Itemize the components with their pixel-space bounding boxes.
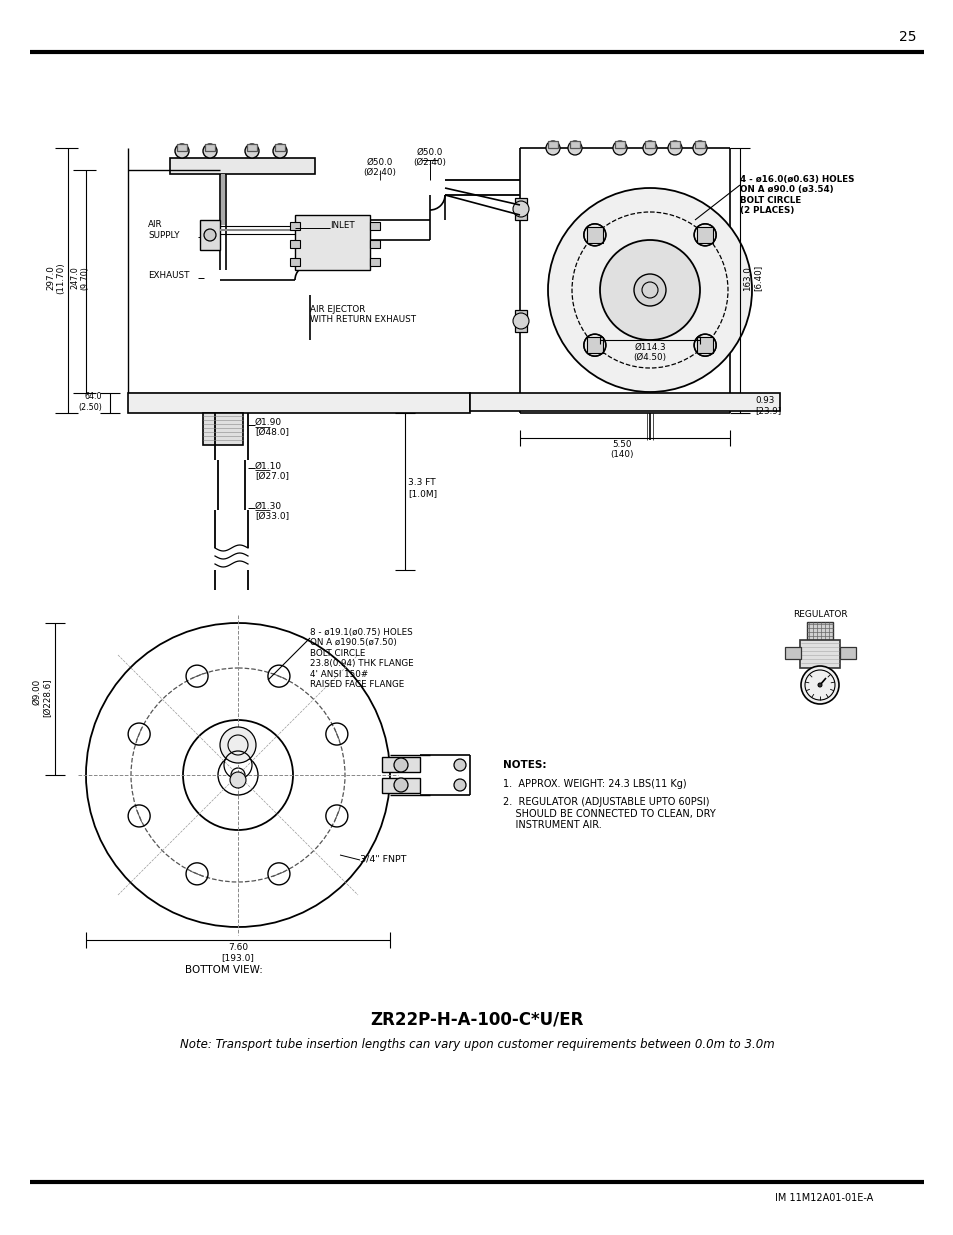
- Text: 1.  APPROX. WEIGHT: 24.3 LBS(11 Kg): 1. APPROX. WEIGHT: 24.3 LBS(11 Kg): [502, 779, 686, 789]
- Circle shape: [245, 144, 258, 158]
- Bar: [586, 337, 602, 353]
- Circle shape: [583, 335, 605, 356]
- Bar: [695, 141, 704, 148]
- Bar: [697, 227, 713, 243]
- Bar: [290, 258, 299, 266]
- Text: Note: Transport tube insertion lengths can vary upon customer requirements betwe: Note: Transport tube insertion lengths c…: [179, 1037, 774, 1051]
- Bar: [381, 757, 419, 772]
- Text: Ø1.90
[Ø48.0]: Ø1.90 [Ø48.0]: [254, 417, 289, 437]
- Text: 5.50
(140): 5.50 (140): [610, 440, 633, 459]
- Circle shape: [667, 141, 681, 156]
- Text: Ø9.00
[Ø228.6]: Ø9.00 [Ø228.6]: [32, 679, 52, 718]
- Text: Ø50.0
(Ø2.40): Ø50.0 (Ø2.40): [413, 148, 446, 168]
- Circle shape: [801, 666, 838, 704]
- Bar: [586, 227, 602, 243]
- Bar: [547, 141, 558, 148]
- Circle shape: [394, 778, 408, 792]
- Text: 2.  REGULATOR (ADJUSTABLE UPTO 60PSI)
    SHOULD BE CONNECTED TO CLEAN, DRY
    : 2. REGULATOR (ADJUSTABLE UPTO 60PSI) SHO…: [502, 797, 715, 830]
- Circle shape: [694, 335, 716, 356]
- Bar: [370, 222, 379, 230]
- Text: 3/4" FNPT: 3/4" FNPT: [359, 855, 406, 864]
- Circle shape: [273, 144, 287, 158]
- Bar: [669, 141, 679, 148]
- Text: 8 - ø19.1(ø0.75) HOLES
ON A ø190.5(ø7.50)
BOLT CIRCLE
23.8(0.94) THK FLANGE
4' A: 8 - ø19.1(ø0.75) HOLES ON A ø190.5(ø7.50…: [310, 629, 414, 689]
- Bar: [294, 215, 370, 270]
- Text: REGULATOR: REGULATOR: [792, 610, 846, 619]
- Bar: [128, 393, 470, 412]
- Text: 3.3 FT
[1.0M]: 3.3 FT [1.0M]: [408, 478, 436, 498]
- Circle shape: [203, 144, 216, 158]
- Circle shape: [613, 141, 626, 156]
- Text: BOTTOM VIEW:: BOTTOM VIEW:: [185, 965, 263, 974]
- Circle shape: [394, 758, 408, 772]
- Circle shape: [634, 274, 665, 306]
- Circle shape: [545, 141, 559, 156]
- Bar: [274, 144, 285, 151]
- Bar: [840, 647, 855, 659]
- Circle shape: [174, 144, 189, 158]
- Circle shape: [642, 141, 657, 156]
- Bar: [247, 144, 256, 151]
- Text: 64.0
(2.50): 64.0 (2.50): [78, 393, 102, 411]
- Text: AIR EJECTOR
WITH RETURN EXHAUST: AIR EJECTOR WITH RETURN EXHAUST: [310, 305, 416, 325]
- Bar: [615, 141, 624, 148]
- Circle shape: [692, 141, 706, 156]
- Circle shape: [230, 772, 246, 788]
- Circle shape: [599, 240, 700, 340]
- Circle shape: [547, 188, 751, 391]
- Circle shape: [817, 683, 821, 687]
- Text: Ø50.0
(Ø2.40): Ø50.0 (Ø2.40): [363, 158, 396, 178]
- Text: 163.0
[6.40]: 163.0 [6.40]: [742, 264, 761, 291]
- Bar: [370, 258, 379, 266]
- Text: EXHAUST: EXHAUST: [148, 270, 190, 279]
- Bar: [470, 393, 780, 411]
- Bar: [697, 337, 713, 353]
- Circle shape: [454, 779, 465, 790]
- Circle shape: [204, 228, 215, 241]
- Bar: [515, 310, 526, 332]
- Bar: [784, 647, 801, 659]
- Text: 4 - ø16.0(ø0.63) HOLES
ON A ø90.0 (ø3.54)
BOLT CIRCLE
(2 PLACES): 4 - ø16.0(ø0.63) HOLES ON A ø90.0 (ø3.54…: [740, 175, 854, 215]
- Circle shape: [567, 141, 581, 156]
- Text: Ø114.3
(Ø4.50): Ø114.3 (Ø4.50): [633, 343, 666, 362]
- Circle shape: [583, 224, 605, 246]
- Bar: [800, 640, 840, 668]
- Circle shape: [694, 224, 716, 246]
- Text: Ø1.30
[Ø33.0]: Ø1.30 [Ø33.0]: [254, 501, 289, 521]
- Bar: [205, 144, 214, 151]
- Text: 297.0
(11.70): 297.0 (11.70): [47, 262, 66, 294]
- Circle shape: [454, 760, 465, 771]
- Bar: [569, 141, 579, 148]
- Text: IM 11M12A01-01E-A: IM 11M12A01-01E-A: [774, 1193, 872, 1203]
- Text: Ø1.10
[Ø27.0]: Ø1.10 [Ø27.0]: [254, 462, 289, 482]
- Text: AIR
SUPPLY: AIR SUPPLY: [148, 220, 179, 240]
- Bar: [203, 412, 243, 445]
- Circle shape: [513, 312, 529, 329]
- Text: ZR22P-H-A-100-C*U/ER: ZR22P-H-A-100-C*U/ER: [370, 1010, 583, 1028]
- Bar: [200, 220, 220, 249]
- Bar: [515, 198, 526, 220]
- Text: 7.60
[193.0]: 7.60 [193.0]: [221, 944, 254, 962]
- Bar: [177, 144, 187, 151]
- Bar: [381, 778, 419, 793]
- Text: 247.0
(9.70): 247.0 (9.70): [71, 266, 90, 290]
- Circle shape: [220, 727, 255, 763]
- Bar: [644, 141, 655, 148]
- Bar: [806, 622, 832, 640]
- Text: 25: 25: [899, 30, 916, 44]
- Bar: [370, 240, 379, 248]
- Text: INLET: INLET: [330, 221, 355, 230]
- Bar: [170, 158, 314, 174]
- Bar: [290, 222, 299, 230]
- Bar: [290, 240, 299, 248]
- Text: NOTES:: NOTES:: [502, 760, 546, 769]
- Text: 0.93
[23.9]: 0.93 [23.9]: [754, 396, 781, 415]
- Circle shape: [513, 201, 529, 217]
